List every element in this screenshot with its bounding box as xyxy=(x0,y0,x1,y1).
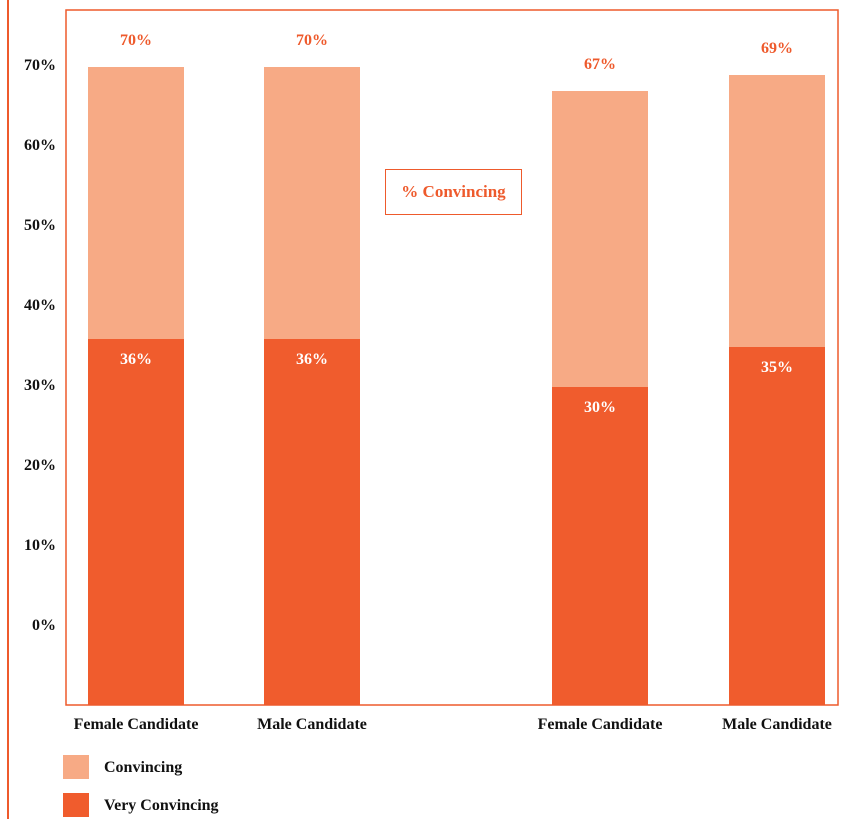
bar-convincing-4 xyxy=(729,75,825,347)
legend-swatch-convincing xyxy=(63,755,89,779)
y-tick-label: 30% xyxy=(24,377,56,394)
y-tick-label: 40% xyxy=(24,297,56,314)
legend-swatch-very-convincing xyxy=(63,793,89,817)
bar-convincing-1 xyxy=(88,67,184,339)
bar-very-convincing-3 xyxy=(552,387,648,705)
very-convincing-value-label: 35% xyxy=(761,359,793,376)
total-value-label: 67% xyxy=(584,56,616,73)
bar-very-convincing-2 xyxy=(264,339,360,705)
bar-convincing-2 xyxy=(264,67,360,339)
legend-label-convincing: Convincing xyxy=(104,759,183,776)
plot-frame xyxy=(65,9,839,706)
very-convincing-value-label: 36% xyxy=(296,351,328,368)
total-value-label: 70% xyxy=(296,32,328,49)
y-tick-label: 70% xyxy=(24,57,56,74)
bar-very-convincing-4 xyxy=(729,347,825,705)
y-tick-label: 50% xyxy=(24,217,56,234)
x-tick-label-male-candidate: Male Candidate xyxy=(257,716,367,733)
left-border-rule xyxy=(7,0,9,819)
y-tick-label: 20% xyxy=(24,457,56,474)
legend-label-very-convincing: Very Convincing xyxy=(104,797,219,814)
x-tick-label-female-candidate: Female Candidate xyxy=(73,716,199,733)
y-tick-label: 10% xyxy=(24,537,56,554)
total-value-label: 69% xyxy=(761,40,793,57)
very-convincing-value-label: 30% xyxy=(584,399,616,416)
bar-very-convincing-1 xyxy=(88,339,184,705)
x-tick-label-male-candidate: Male Candidate xyxy=(722,716,832,733)
bar-convincing-3 xyxy=(552,91,648,387)
y-tick-label: 60% xyxy=(24,137,56,154)
y-tick-label: 0% xyxy=(32,617,56,634)
x-tick-label-female-candidate: Female Candidate xyxy=(537,716,663,733)
total-value-label: 70% xyxy=(120,32,152,49)
percent-convincing-annotation: % Convincing xyxy=(385,169,522,215)
very-convincing-value-label: 36% xyxy=(120,351,152,368)
